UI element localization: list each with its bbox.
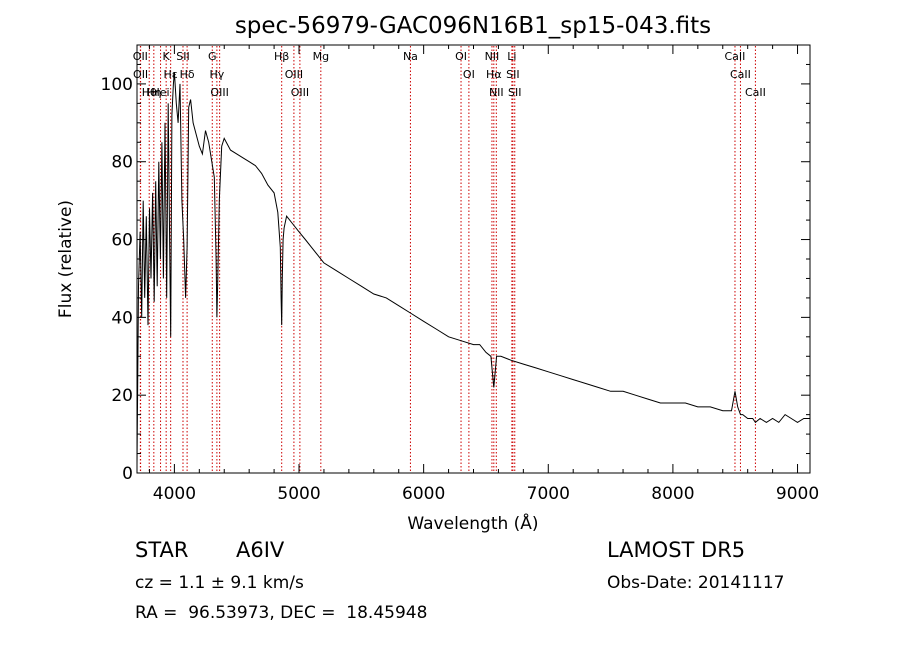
- x-tick-label: 8000: [651, 484, 694, 504]
- line-label: CaII: [730, 68, 751, 81]
- emission-line-markers: [139, 46, 756, 472]
- line-label: OIII: [291, 86, 309, 99]
- line-label: Mg: [313, 50, 329, 63]
- x-tick-label: 9000: [776, 484, 819, 504]
- survey-name: LAMOST DR5: [607, 538, 746, 562]
- y-tick-label: 100: [101, 75, 133, 95]
- line-label: SII: [506, 68, 519, 81]
- line-label: OI: [463, 68, 475, 81]
- y-tick-label: 60: [111, 231, 133, 251]
- line-label: SII: [508, 86, 521, 99]
- object-class: STAR: [135, 538, 189, 562]
- line-label: Hβ: [274, 50, 289, 63]
- object-subclass: A6IV: [236, 538, 285, 562]
- line-label: CaII: [725, 50, 746, 63]
- line-label: Hα: [486, 68, 502, 81]
- line-label: Hei: [152, 86, 170, 99]
- line-label: Hε: [164, 68, 178, 81]
- x-tick-label: 5000: [277, 484, 320, 504]
- spectrum-line: [136, 72, 810, 466]
- x-axis-label: Wavelength (Å): [407, 512, 538, 534]
- line-label: Hθ: [142, 86, 157, 99]
- y-tick-label: 0: [122, 464, 133, 484]
- line-label: OIII: [210, 86, 228, 99]
- line-label: OII: [133, 50, 148, 63]
- line-label: SII: [176, 50, 189, 63]
- y-tick-label: 80: [111, 153, 133, 173]
- line-label: Hη: [146, 86, 161, 99]
- line-label: Hδ: [180, 68, 195, 81]
- x-tick-label: 4000: [153, 484, 196, 504]
- ra-dec-coordinates: RA = 96.53973, DEC = 18.45948: [135, 603, 428, 623]
- y-tick-label: 40: [111, 308, 133, 328]
- line-label: Li: [507, 50, 516, 63]
- redshift-cz: cz = 1.1 ± 9.1 km/s: [135, 573, 304, 593]
- chart-title: spec-56979-GAC096N16B1_sp15-043.fits: [235, 13, 711, 39]
- y-axis-label: Flux (relative): [56, 200, 76, 318]
- line-label: OII: [133, 68, 148, 81]
- line-label: OI: [455, 50, 467, 63]
- line-label: G: [208, 50, 217, 63]
- plot-frame: [136, 44, 811, 474]
- line-label: Hγ: [209, 68, 224, 81]
- line-label: K: [163, 50, 171, 63]
- y-axis-ticks: 0 20 40 60 80 100: [101, 44, 810, 484]
- line-label: NII: [489, 86, 504, 99]
- x-tick-label: 6000: [402, 484, 445, 504]
- line-label: NII: [485, 50, 500, 63]
- line-label: OIII: [285, 68, 303, 81]
- x-axis-ticks: 4000 5000 6000 7000 8000 9000: [148, 45, 819, 504]
- y-tick-label: 20: [111, 386, 133, 406]
- x-tick-label: 7000: [527, 484, 570, 504]
- line-label: Na: [403, 50, 418, 63]
- line-label: CaII: [745, 86, 766, 99]
- observation-date: Obs-Date: 20141117: [607, 573, 785, 593]
